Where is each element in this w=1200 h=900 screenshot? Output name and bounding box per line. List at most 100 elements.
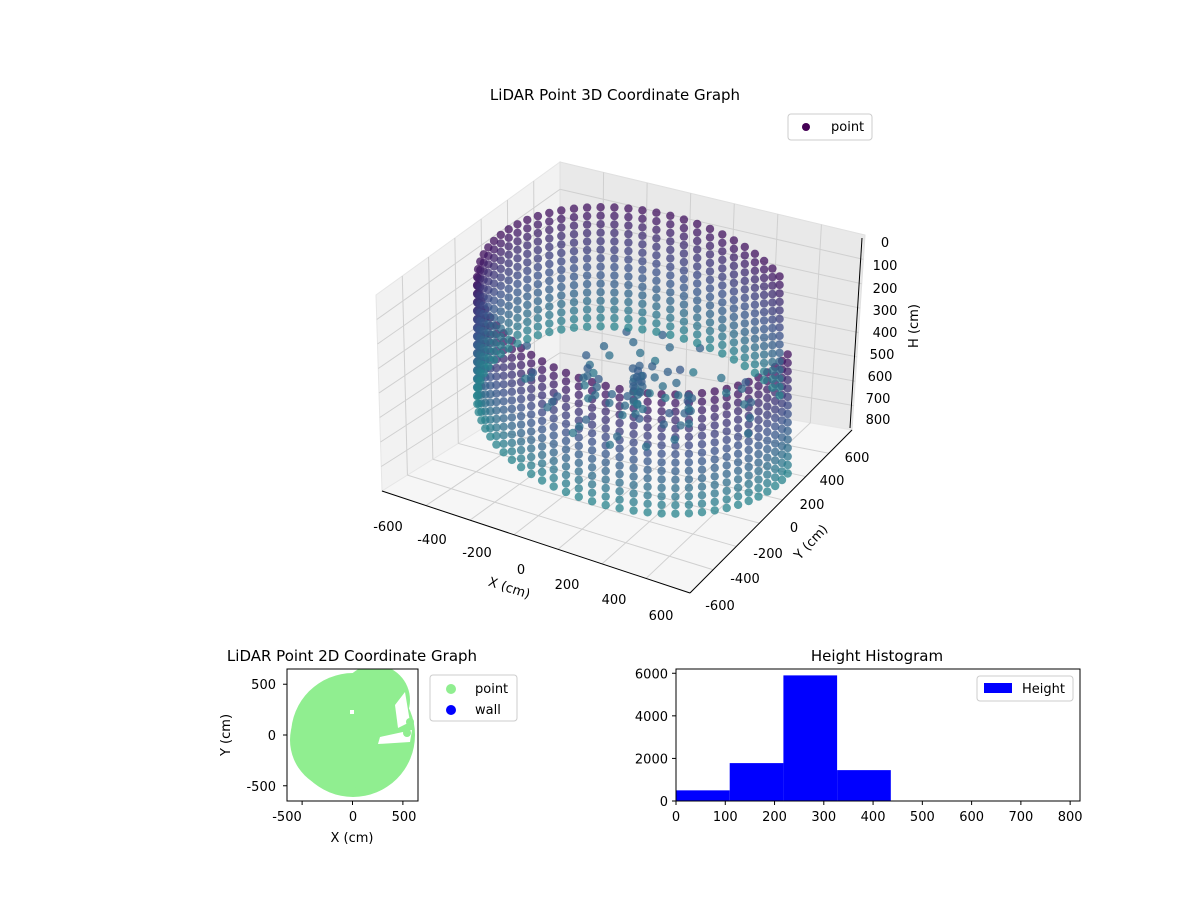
y-tick-label: 0 xyxy=(790,521,798,536)
data-point xyxy=(750,266,760,275)
data-point xyxy=(549,380,558,389)
data-point xyxy=(504,276,513,285)
data-point xyxy=(759,333,769,342)
data-point xyxy=(705,318,715,327)
data-point xyxy=(545,285,554,294)
x-tick-labels-3d: -600 -400 -200 0 200 400 600 xyxy=(373,520,673,624)
data-point xyxy=(740,344,749,354)
data-point xyxy=(610,279,619,289)
data-point xyxy=(693,287,702,297)
data-point xyxy=(775,297,784,307)
data-point xyxy=(574,399,583,408)
data-point xyxy=(775,374,784,383)
data-point xyxy=(763,461,772,471)
data-point xyxy=(643,508,652,517)
data-point xyxy=(527,410,536,419)
data-point xyxy=(492,380,501,390)
data-point xyxy=(697,440,707,449)
data-point xyxy=(507,370,517,379)
data-point xyxy=(545,310,554,320)
data-point xyxy=(516,445,526,455)
data-point xyxy=(601,475,610,484)
data-point xyxy=(587,437,597,446)
data-point xyxy=(569,221,579,230)
data-point xyxy=(750,360,760,369)
data-point xyxy=(610,262,619,272)
data-point xyxy=(684,458,694,467)
data-point xyxy=(610,288,619,297)
data-point xyxy=(610,313,619,323)
data-point xyxy=(623,392,632,401)
data-point xyxy=(615,384,624,394)
data-point xyxy=(516,437,526,446)
data-point xyxy=(729,312,739,322)
data-point xyxy=(549,482,558,491)
data-point xyxy=(783,350,792,359)
y-tick-labels-3d: -600 -400 -200 0 200 400 600 xyxy=(705,451,869,614)
data-point xyxy=(684,492,694,501)
data-point xyxy=(610,271,619,280)
data-point xyxy=(783,392,792,402)
data-point xyxy=(754,449,763,459)
z-axis-line xyxy=(849,237,863,429)
data-point xyxy=(569,298,579,307)
data-point xyxy=(591,390,600,400)
data-point xyxy=(504,259,513,268)
y-tick-label: 600 xyxy=(845,451,870,466)
data-point xyxy=(775,314,784,324)
data-point xyxy=(718,264,727,273)
data-point xyxy=(523,224,532,233)
data-point xyxy=(783,384,792,393)
data-point xyxy=(527,359,536,368)
data-point xyxy=(587,471,597,480)
data-point xyxy=(523,283,532,293)
data-point xyxy=(507,438,517,448)
data-point xyxy=(624,229,633,239)
data-point xyxy=(496,307,505,316)
data-point xyxy=(545,217,554,226)
data-point xyxy=(496,341,505,350)
data-point xyxy=(489,270,499,280)
data-point xyxy=(610,237,619,246)
histogram-ticks: 0 100 200 300 400 500 600 700 800 0 2000 4000 6000 xyxy=(635,667,1083,825)
data-point xyxy=(710,506,719,515)
data-point xyxy=(729,338,739,347)
data-point xyxy=(523,258,532,267)
data-point xyxy=(615,487,624,496)
z-axis-label-3d: H (cm) xyxy=(907,304,922,348)
data-point xyxy=(648,362,657,371)
data-point xyxy=(504,250,513,259)
z-tick-labels-3d: 0 100 200 300 400 500 600 700 800 xyxy=(866,236,898,428)
data-point xyxy=(768,357,777,367)
data-point xyxy=(722,388,731,398)
data-point xyxy=(561,411,571,420)
data-point xyxy=(537,416,547,426)
data-point xyxy=(759,282,769,291)
data-point xyxy=(533,254,543,263)
data-point xyxy=(582,262,592,272)
data-point xyxy=(718,298,727,307)
data-point xyxy=(775,280,784,290)
data-point xyxy=(496,230,505,240)
data-point xyxy=(771,464,780,474)
data-point xyxy=(629,429,638,439)
data-point xyxy=(638,231,647,240)
data-point xyxy=(643,491,652,500)
data-point xyxy=(733,407,743,416)
data-point xyxy=(605,351,614,360)
data-point xyxy=(684,449,694,458)
data-point xyxy=(594,374,603,384)
data-point xyxy=(574,433,583,442)
data-point xyxy=(504,318,513,328)
gap-region xyxy=(395,692,410,728)
data-point xyxy=(632,372,642,381)
legend-2d: point wall xyxy=(429,674,518,722)
data-point xyxy=(605,440,615,449)
data-point xyxy=(615,504,624,513)
data-point xyxy=(643,474,652,483)
data-point xyxy=(638,265,647,274)
data-point xyxy=(489,262,499,271)
data-point xyxy=(705,258,715,268)
data-point xyxy=(516,360,526,370)
